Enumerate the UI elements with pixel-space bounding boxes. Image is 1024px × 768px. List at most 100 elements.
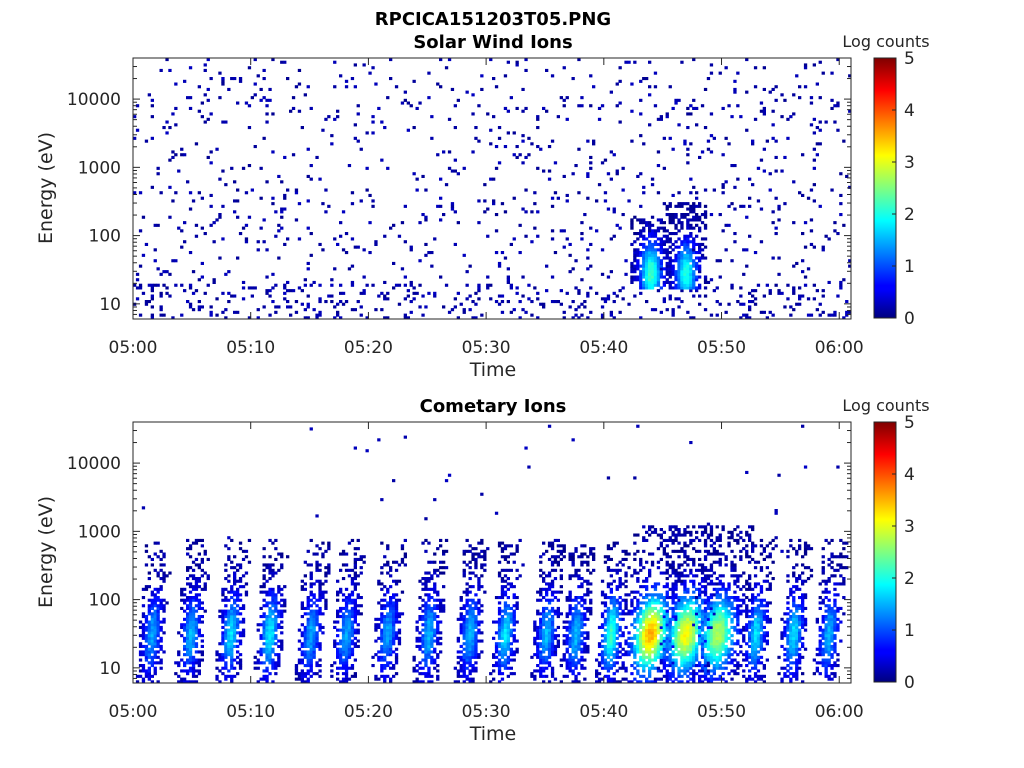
spectrogram-cell (162, 609, 166, 613)
spectrogram-cell (671, 313, 675, 317)
spectrogram-cell (227, 87, 231, 91)
spectrogram-cell (462, 669, 466, 673)
spectrogram-cell (589, 161, 593, 165)
spectrogram-cell (615, 601, 619, 605)
spectrogram-cell (630, 278, 634, 282)
spectrogram-cell (415, 188, 419, 192)
spectrogram-cell (833, 313, 837, 317)
spectrogram-cell (606, 639, 611, 643)
spectrogram-cell (542, 587, 546, 591)
spectrogram-cell (574, 596, 578, 600)
spectrogram-cell (442, 566, 446, 570)
spectrogram-cell (839, 193, 843, 197)
spectrogram-cell (606, 623, 611, 627)
spectrogram-cell (656, 647, 661, 651)
spectrogram-cell (615, 612, 619, 616)
spectrogram-cell (177, 169, 181, 173)
spectrogram-cell (801, 270, 805, 274)
spectrogram-cell (306, 596, 310, 600)
spectrogram-cell (665, 229, 669, 233)
spectrogram-cell (527, 465, 531, 469)
spectrogram-cell (474, 634, 478, 638)
spectrogram-cell (833, 310, 837, 314)
spectrogram-cell (147, 655, 151, 659)
spectrogram-cell (283, 196, 287, 200)
spectrogram-cell (692, 270, 696, 274)
spectrogram-cell (580, 634, 584, 638)
spectrogram-cell (144, 655, 149, 659)
spectrogram-cell (427, 631, 431, 635)
spectrogram-cell (247, 286, 252, 290)
spectrogram-cell (277, 305, 281, 309)
spectrogram-cell (291, 96, 296, 100)
spectrogram-cell (650, 525, 655, 529)
spectrogram-cell (798, 85, 802, 89)
spectrogram-cell (639, 232, 643, 236)
spectrogram-cell (474, 547, 478, 551)
spectrogram-cell (186, 639, 190, 643)
spectrogram-cell (671, 232, 675, 236)
spectrogram-cell (439, 560, 443, 564)
spectrogram-cell (645, 655, 649, 659)
spectrogram-cell (180, 606, 184, 610)
spectrogram-cell (197, 606, 201, 610)
spectrogram-cell (206, 155, 210, 159)
spectrogram-cell (612, 291, 616, 295)
spectrogram-cell (433, 658, 437, 662)
spectrogram-cell (630, 612, 634, 616)
spectrogram-cell (439, 631, 443, 635)
spectrogram-cell (603, 609, 608, 613)
spectrogram-cell (677, 204, 681, 208)
spectrogram-cell (809, 229, 814, 233)
spectrogram-cell (188, 566, 193, 570)
spectrogram-cell (609, 615, 613, 619)
spectrogram-cell (639, 98, 643, 102)
spectrogram-cell (442, 150, 446, 154)
spectrogram-cell (671, 193, 675, 197)
spectrogram-cell (300, 680, 304, 684)
spectrogram-cell (606, 650, 611, 654)
spectrogram-cell (812, 63, 816, 67)
spectrogram-cell (442, 552, 446, 556)
spectrogram-cell (571, 680, 575, 684)
spectrogram-cell (421, 628, 425, 632)
spectrogram-cell (698, 229, 702, 233)
spectrogram-cell (236, 672, 240, 676)
spectrogram-cell (718, 302, 722, 306)
spectrogram-cell (550, 642, 555, 646)
spectrogram-cell (309, 598, 313, 602)
spectrogram-cell (692, 202, 696, 206)
spectrogram-cell (191, 560, 196, 564)
spectrogram-cell (459, 658, 463, 662)
spectrogram-cell (144, 549, 149, 553)
spectrogram-cell (562, 620, 566, 624)
x-tick-label: 05:30 (462, 338, 511, 358)
spectrogram-cell (530, 674, 534, 678)
spectrogram-cell (586, 294, 590, 298)
spectrogram-cell (439, 571, 443, 575)
spectrogram-cell (815, 289, 819, 293)
spectrogram-cell (194, 617, 199, 621)
spectrogram-cell (439, 85, 443, 89)
spectrogram-cell (483, 568, 487, 572)
spectrogram-cell (221, 169, 225, 173)
spectrogram-cell (339, 680, 343, 684)
spectrogram-cell (253, 93, 257, 97)
spectrogram-cell (745, 248, 749, 252)
spectrogram-cell (286, 237, 290, 241)
spectrogram-cell (774, 226, 778, 230)
spectrogram-cell (442, 213, 446, 217)
spectrogram-cell (380, 658, 384, 662)
spectrogram-cell (550, 625, 555, 629)
spectrogram-cell (656, 259, 661, 263)
spectrogram-cell (636, 650, 640, 654)
spectrogram-cell (509, 628, 513, 632)
spectrogram-cell (389, 609, 393, 613)
spectrogram-cell (550, 650, 555, 654)
spectrogram-cell (500, 642, 505, 646)
spectrogram-cell (436, 639, 440, 643)
spectrogram-cell (671, 147, 675, 151)
spectrogram-cell (159, 625, 163, 629)
spectrogram-cell (238, 232, 243, 236)
spectrogram-cell (341, 644, 346, 648)
